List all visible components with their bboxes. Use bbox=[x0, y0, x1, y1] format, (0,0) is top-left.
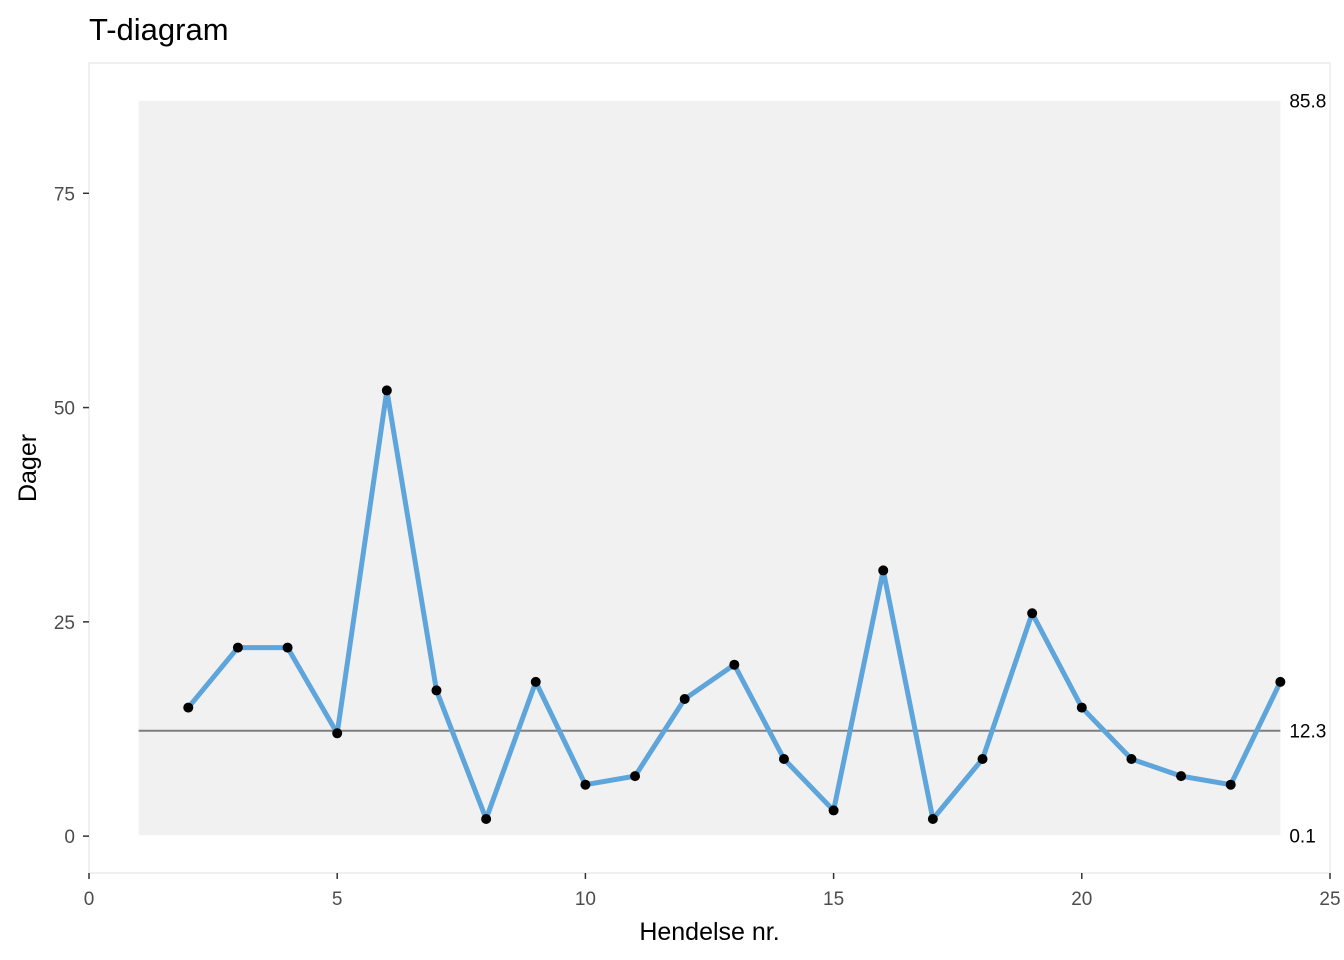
y-tick-label: 25 bbox=[54, 613, 75, 634]
data-point bbox=[630, 771, 641, 782]
data-point bbox=[183, 702, 194, 713]
data-point bbox=[977, 754, 988, 764]
data-point bbox=[679, 694, 690, 704]
lower-limit-label: 0.1 bbox=[1289, 826, 1315, 847]
data-point bbox=[828, 805, 839, 816]
data-point bbox=[1176, 771, 1187, 782]
data-point bbox=[332, 728, 343, 739]
y-axis-title: Dager bbox=[14, 434, 42, 502]
data-point bbox=[580, 779, 591, 790]
y-tick-label: 0 bbox=[64, 827, 75, 848]
control-limit-band bbox=[138, 100, 1281, 836]
data-point bbox=[1027, 608, 1038, 619]
y-tick-label: 75 bbox=[54, 184, 75, 205]
y-axis: 0 25 50 75 bbox=[54, 184, 89, 848]
x-tick-label: 20 bbox=[1071, 889, 1092, 910]
x-axis-title: Hendelse nr. bbox=[639, 918, 779, 946]
data-point bbox=[481, 814, 492, 824]
upper-limit-label: 85.8 bbox=[1289, 92, 1326, 113]
data-point bbox=[381, 385, 392, 396]
data-point bbox=[1225, 779, 1236, 790]
y-tick-label: 50 bbox=[54, 399, 75, 420]
data-point bbox=[232, 642, 243, 653]
data-point bbox=[778, 754, 789, 764]
x-tick-label: 10 bbox=[575, 889, 596, 910]
data-point bbox=[1275, 676, 1286, 687]
data-point bbox=[530, 676, 541, 687]
data-point bbox=[431, 685, 442, 696]
data-point bbox=[1126, 754, 1137, 764]
data-point bbox=[729, 659, 740, 670]
x-tick-label: 0 bbox=[84, 889, 95, 910]
x-tick-label: 15 bbox=[823, 889, 844, 910]
center-line-label: 12.3 bbox=[1289, 722, 1326, 743]
chart-title: T-diagram bbox=[89, 12, 229, 47]
data-points bbox=[183, 385, 1286, 824]
x-axis: 0 5 10 15 20 25 bbox=[84, 873, 1341, 910]
data-point bbox=[1076, 702, 1087, 713]
data-point bbox=[878, 565, 889, 576]
data-point bbox=[282, 642, 293, 653]
x-tick-label: 5 bbox=[332, 889, 343, 910]
x-tick-label: 25 bbox=[1319, 889, 1340, 910]
data-point bbox=[927, 814, 938, 824]
